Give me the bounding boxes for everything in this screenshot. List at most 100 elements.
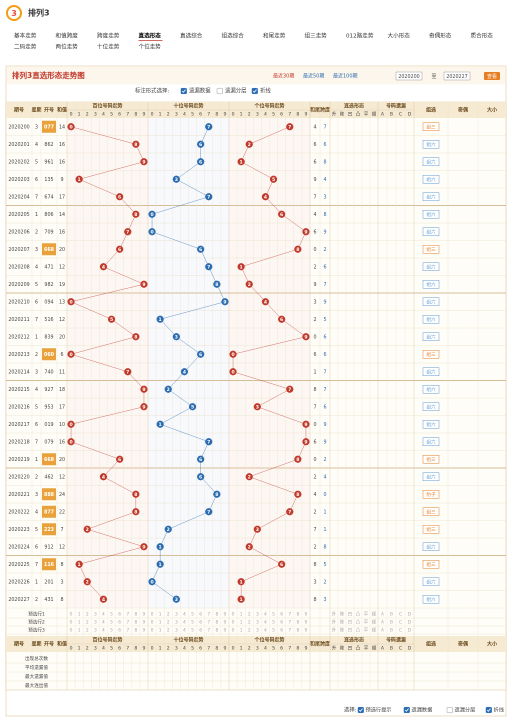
issue: 2020225 [8,562,29,568]
period-link[interactable]: 最近30期 [273,73,294,80]
footer-checkbox[interactable] [403,706,410,714]
preselect-digit: 3 [94,612,97,618]
digit-header: 5 [191,646,194,652]
nav-tab[interactable]: 012路走势 [346,32,374,40]
nav-tab[interactable]: 大小形态 [388,32,411,40]
nav-tab[interactable]: 直选形态 [139,32,162,40]
nav-tab[interactable]: 两位走势 [56,43,79,51]
preselect-omit: C [399,628,402,634]
span: 0 [323,492,326,498]
group-tag [422,367,440,376]
week: 4 [35,387,38,393]
nav-tab[interactable]: 和值跨度 [56,32,79,40]
sum-tail: 7 [313,194,316,200]
sum-tail: 2 [313,317,316,323]
preselect-digit: 9 [305,628,308,634]
ball-digit: 8 [134,334,137,340]
group-tag [422,350,440,359]
draw-ball [148,210,156,218]
sum-tail: 8 [313,562,316,568]
span: 6 [323,352,326,358]
draw-ball [75,175,83,183]
option-checkbox[interactable] [251,87,258,95]
sum-tail: 6 [313,142,316,148]
column-header: 奇偶 [458,641,468,648]
digit-header: 0 [151,646,154,652]
digit-header: 2 [167,646,170,652]
draw-ball [245,140,253,148]
sum-tail: 8 [313,387,316,393]
digit-header: 8 [215,646,218,652]
period-link[interactable]: 最近50期 [303,73,324,80]
period-link[interactable]: 最近100期 [333,73,358,80]
digit-header: 9 [304,646,307,652]
option-checkbox[interactable] [216,87,223,95]
nav-tab[interactable]: 个位走势 [139,43,162,51]
ball-digit: 8 [296,492,299,498]
ball-digit: 1 [240,597,243,603]
group-type: 组六 [426,158,436,165]
form-item: 顺 [372,646,377,652]
ball-digit: 9 [142,387,145,393]
nav-tab[interactable]: 和尾走势 [263,32,286,40]
draw-ball [237,595,245,603]
ball-digit: 7 [207,194,210,200]
nav-tab[interactable]: 组三走势 [305,32,328,40]
footer-checkbox[interactable] [357,706,364,714]
week: 6 [35,177,38,183]
nav-tab[interactable]: 二码走势 [14,43,37,51]
draw-ball [261,298,270,306]
draw-ball [140,543,148,551]
form-item: 顺 [372,112,377,118]
digit-header: 1 [240,646,243,652]
digit-header: 1 [78,112,81,118]
preselect-digit: 5 [191,612,194,618]
from-input[interactable] [395,71,423,81]
sum: 7 [60,527,63,533]
nav-tab[interactable]: 十位走势 [97,43,120,51]
preselect-form: 降 [340,627,345,634]
to-input[interactable] [443,71,471,81]
preselect-digit: 3 [94,620,97,626]
nav-tab[interactable]: 直选综合 [180,32,203,40]
column-header: 星期 [31,107,41,114]
footer-checkbox[interactable] [446,706,453,714]
draw-ball [205,123,213,131]
footer-checkbox[interactable] [485,706,492,714]
week: 3 [35,247,38,253]
nav-tab[interactable]: 基本走势 [14,32,37,40]
span: 7 [323,387,326,393]
column-header: 大小 [487,641,497,648]
nav-tab[interactable]: 跨度走势 [97,32,120,40]
nav-tab[interactable]: 质合形态 [471,32,494,40]
option-checkbox[interactable] [180,87,187,95]
digit-header: 6 [280,112,283,118]
sum: 13 [59,299,65,305]
go-button[interactable] [484,72,500,80]
preselect-label: 预选行1 [28,611,45,618]
preselect-digit: 4 [264,612,267,618]
digit-header: 5 [191,112,194,118]
preselect-digit: 8 [296,628,299,634]
sum-tail: 0 [313,247,316,253]
issue: 2020221 [8,492,29,498]
nav-tab[interactable]: 组选综合 [222,32,245,40]
digit-header: 4 [102,112,105,118]
preselect-digit: 3 [256,612,259,618]
nav-tab[interactable]: 奇偶形态 [429,32,452,40]
sum: 8 [60,597,63,603]
preselect-digit: 3 [175,620,178,626]
sum-tail: 9 [313,282,316,288]
draw-number: 674 [44,194,53,200]
group-type: 组六 [426,228,436,235]
issue: 2020220 [8,474,29,480]
draw-ball [140,403,148,411]
preselect-form: 顺 [372,620,377,626]
group-tag [422,280,440,289]
omit-item: A [381,646,385,652]
ball-digit: 0 [150,579,153,585]
sum: 12 [59,474,65,480]
form-item: 降 [340,111,345,118]
preselect-form: 降 [340,619,345,626]
draw-ball [67,438,75,446]
